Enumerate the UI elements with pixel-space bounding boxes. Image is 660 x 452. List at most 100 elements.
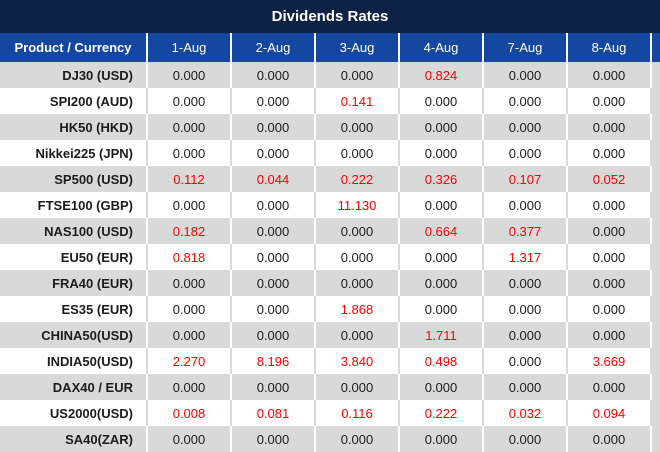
value-cell: 0.044 [232, 166, 316, 192]
value-cell: 0.000 [568, 270, 652, 296]
value-cell: 0.032 [484, 400, 568, 426]
table-row: SPI200 (AUD) 0.000 0.000 0.141 0.000 0.000 0.0… [0, 88, 660, 114]
product-cell: SP500 (USD) [0, 166, 148, 192]
value-cell: 0.326 [400, 166, 484, 192]
product-cell: EU50 (EUR) [0, 244, 148, 270]
value-cell: 0.000 [484, 426, 568, 452]
value-cell: 0.000 [400, 140, 484, 166]
value-cell: 0.000 [400, 244, 484, 270]
value-cell: 0.000 [232, 62, 316, 88]
value-cell: 0.000 [568, 296, 652, 322]
value-cell: 0.000 [400, 374, 484, 400]
value-cell: 0.000 [316, 374, 400, 400]
value-cell: 0.000 [148, 270, 232, 296]
table-row: INDIA50(USD) 2.270 8.196 3.840 0.498 0.000 3.6… [0, 348, 660, 374]
value-cell: 0.818 [148, 244, 232, 270]
value-cell: 0.000 [232, 218, 316, 244]
value-cell: 0.000 [232, 140, 316, 166]
product-cell: DJ30 (USD) [0, 62, 148, 88]
table-row: DJ30 (USD) 0.000 0.000 0.000 0.824 0.000 0.000 [0, 62, 660, 88]
table-row: US2000(USD) 0.008 0.081 0.116 0.222 0.032 0.09… [0, 400, 660, 426]
value-cell: 0.000 [568, 88, 652, 114]
value-cell: 0.000 [232, 244, 316, 270]
value-cell: 0.000 [568, 140, 652, 166]
value-cell: 0.000 [316, 244, 400, 270]
table-row: SA40(ZAR) 0.000 0.000 0.000 0.000 0.000 0.000 [0, 426, 660, 452]
value-cell: 3.669 [568, 348, 652, 374]
value-cell: 0.498 [400, 348, 484, 374]
value-cell: 0.000 [148, 296, 232, 322]
value-cell: 0.000 [484, 114, 568, 140]
value-cell: 0.000 [400, 426, 484, 452]
value-cell: 0.000 [232, 374, 316, 400]
value-cell: 0.094 [568, 400, 652, 426]
column-header-7-aug: 7-Aug [484, 33, 568, 62]
value-cell: 0.000 [148, 426, 232, 452]
table-row: FTSE100 (GBP) 0.000 0.000 11.130 0.000 0.000 0… [0, 192, 660, 218]
value-cell: 0.000 [484, 62, 568, 88]
value-cell: 0.182 [148, 218, 232, 244]
value-cell: 1.868 [316, 296, 400, 322]
value-cell: 0.000 [316, 114, 400, 140]
value-cell: 0.377 [484, 218, 568, 244]
value-cell: 1.711 [400, 322, 484, 348]
value-cell: 0.000 [568, 322, 652, 348]
value-cell: 0.664 [400, 218, 484, 244]
value-cell: 0.000 [400, 296, 484, 322]
value-cell: 0.112 [148, 166, 232, 192]
value-cell: 0.000 [568, 114, 652, 140]
product-cell: ES35 (EUR) [0, 296, 148, 322]
value-cell: 0.000 [316, 426, 400, 452]
value-cell: 8.196 [232, 348, 316, 374]
table-row: HK50 (HKD) 0.000 0.000 0.000 0.000 0.000 0.000 [0, 114, 660, 140]
value-cell: 0.141 [316, 88, 400, 114]
product-cell: NAS100 (USD) [0, 218, 148, 244]
table-body: DJ30 (USD) 0.000 0.000 0.000 0.824 0.000 0.000… [0, 62, 660, 452]
table-row: EU50 (EUR) 0.818 0.000 0.000 0.000 1.317 0.000 [0, 244, 660, 270]
value-cell: 0.000 [568, 192, 652, 218]
column-header-product-label: Product / Currency [14, 40, 132, 55]
value-cell: 0.000 [148, 322, 232, 348]
column-header-1-aug: 1-Aug [148, 33, 232, 62]
value-cell: 0.000 [316, 322, 400, 348]
value-cell: 0.222 [400, 400, 484, 426]
value-cell: 0.000 [148, 140, 232, 166]
value-cell: 0.000 [316, 140, 400, 166]
product-cell: SPI200 (AUD) [0, 88, 148, 114]
table-row: ES35 (EUR) 0.000 0.000 1.868 0.000 0.000 0.000 [0, 296, 660, 322]
value-cell: 0.000 [484, 88, 568, 114]
product-cell: CHINA50(USD) [0, 322, 148, 348]
value-cell: 0.000 [400, 192, 484, 218]
value-cell: 0.000 [232, 426, 316, 452]
product-cell: INDIA50(USD) [0, 348, 148, 374]
value-cell: 0.000 [484, 140, 568, 166]
value-cell: 0.000 [148, 62, 232, 88]
value-cell: 0.000 [400, 270, 484, 296]
column-header-4-aug: 4-Aug [400, 33, 484, 62]
value-cell: 0.000 [232, 88, 316, 114]
value-cell: 0.000 [484, 322, 568, 348]
product-cell: SA40(ZAR) [0, 426, 148, 452]
table-row: NAS100 (USD) 0.182 0.000 0.000 0.664 0.377 0.0… [0, 218, 660, 244]
product-cell: DAX40 / EUR [0, 374, 148, 400]
value-cell: 0.000 [400, 114, 484, 140]
value-cell: 0.222 [316, 166, 400, 192]
column-header-8-aug: 8-Aug [568, 33, 652, 62]
value-cell: 3.840 [316, 348, 400, 374]
column-header-2-aug: 2-Aug [232, 33, 316, 62]
table-title: Dividends Rates [0, 0, 660, 33]
value-cell: 0.052 [568, 166, 652, 192]
table-row: FRA40 (EUR) 0.000 0.000 0.000 0.000 0.000 0.00… [0, 270, 660, 296]
value-cell: 0.000 [484, 192, 568, 218]
table-row: Nikkei225 (JPN) 0.000 0.000 0.000 0.000 0.000… [0, 140, 660, 166]
value-cell: 0.000 [568, 218, 652, 244]
value-cell: 0.000 [484, 270, 568, 296]
value-cell: 0.000 [568, 426, 652, 452]
value-cell: 1.317 [484, 244, 568, 270]
value-cell: 0.000 [568, 62, 652, 88]
product-cell: Nikkei225 (JPN) [0, 140, 148, 166]
value-cell: 0.000 [316, 218, 400, 244]
value-cell: 0.116 [316, 400, 400, 426]
product-cell: HK50 (HKD) [0, 114, 148, 140]
